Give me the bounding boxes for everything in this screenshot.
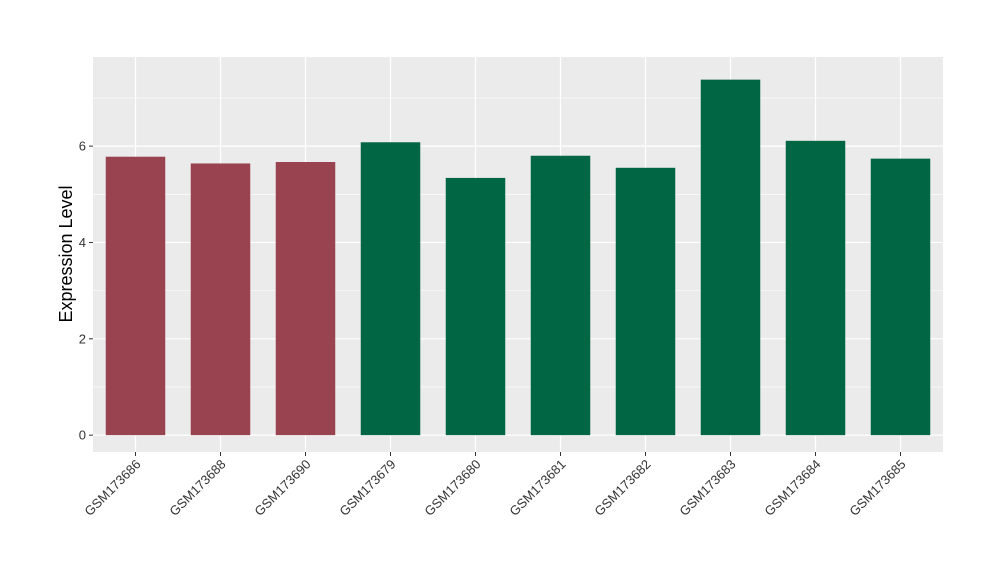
bar-GSM173685 xyxy=(870,158,931,436)
bar-GSM173684 xyxy=(785,140,846,436)
bar-GSM173682 xyxy=(615,167,676,436)
y-tick-label: 4 xyxy=(79,235,86,250)
bar-GSM173680 xyxy=(445,177,506,436)
bars xyxy=(105,79,931,436)
x-axis: GSM173686 GSM173688 GSM173690 GSM173679 GSM1… xyxy=(81,452,909,519)
bar-GSM173686 xyxy=(105,156,166,436)
x-tick-label: GSM173681 xyxy=(506,457,568,519)
x-tick-label: GSM173682 xyxy=(591,457,653,519)
x-tick-label: GSM173686 xyxy=(81,457,143,519)
y-tick-label: 6 xyxy=(79,139,86,154)
x-tick-label: GSM173684 xyxy=(761,457,823,519)
x-tick-label: GSM173679 xyxy=(336,457,398,519)
x-tick-label: GSM173690 xyxy=(251,457,313,519)
x-tick-label: GSM173688 xyxy=(166,457,228,519)
y-axis: 0 2 4 6 xyxy=(79,139,93,443)
bar-GSM173679 xyxy=(360,142,421,436)
x-tick-label: GSM173685 xyxy=(846,457,908,519)
x-tick-label: GSM173680 xyxy=(421,457,483,519)
bar-GSM173681 xyxy=(530,155,591,436)
bar-GSM173688 xyxy=(190,163,251,436)
y-tick-label: 2 xyxy=(79,331,86,346)
x-tick-label: GSM173683 xyxy=(676,457,738,519)
bar-GSM173683 xyxy=(700,79,761,436)
bar-GSM173690 xyxy=(275,162,336,436)
y-tick-label: 0 xyxy=(79,428,86,443)
y-axis-title: Expression Level xyxy=(56,185,76,322)
